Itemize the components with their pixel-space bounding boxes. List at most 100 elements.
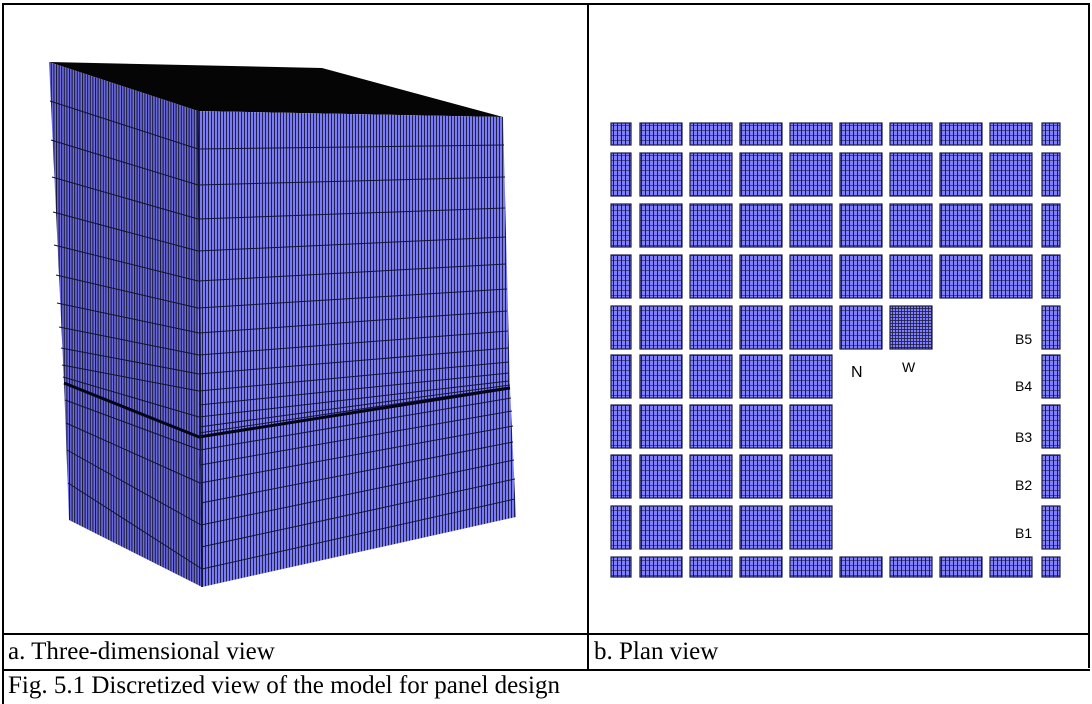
plan-panel — [610, 505, 632, 550]
plan-panel — [1041, 354, 1061, 399]
plan-panel — [889, 203, 933, 248]
plan-panel — [989, 203, 1033, 248]
plan-panel — [789, 152, 833, 197]
mesh-seam — [63, 381, 511, 439]
plan-panel — [1041, 556, 1061, 578]
plan-panel — [839, 203, 883, 248]
plan-panel — [789, 305, 833, 350]
plan-panel — [689, 254, 733, 299]
border-left — [2, 3, 4, 704]
plan-view-figure: N W B5 B4 B3 B2 B1 — [610, 122, 1061, 578]
plan-panel — [610, 404, 632, 449]
plan-panel — [689, 203, 733, 248]
plan-panel — [639, 254, 683, 299]
plan-panel — [789, 454, 833, 499]
plan-panel — [889, 254, 933, 299]
plan-panel — [789, 556, 833, 578]
front-horizontal-mesh — [197, 144, 516, 570]
plan-panel — [739, 354, 783, 399]
three-dimensional-view-image — [4, 5, 587, 633]
border-right — [1088, 3, 1090, 668]
label-n: N — [851, 364, 863, 381]
plan-panel — [789, 404, 833, 449]
plan-panel — [639, 305, 683, 350]
plan-panel — [889, 305, 933, 350]
plan-panel — [610, 305, 632, 350]
plan-panel — [639, 152, 683, 197]
plan-panel — [610, 152, 632, 197]
plan-panel — [989, 254, 1033, 299]
side-horizontal-mesh — [49, 100, 203, 570]
divider-images-captions — [2, 633, 1090, 635]
side-face-upper — [49, 62, 199, 437]
plan-panel — [789, 203, 833, 248]
plan-panel — [689, 122, 733, 146]
plan-panel — [639, 203, 683, 248]
figure-table: N W B5 B4 B3 B2 B1 a. Three-dimensional … — [2, 3, 1090, 704]
top-face — [49, 62, 503, 117]
plan-panel — [839, 305, 883, 350]
plan-panel — [739, 404, 783, 449]
plan-panel — [839, 556, 883, 578]
plan-panel — [839, 122, 883, 146]
plan-panel — [739, 152, 783, 197]
plan-panel — [689, 354, 733, 399]
plan-panel — [989, 556, 1033, 578]
plan-panel — [889, 122, 933, 146]
plan-panel — [639, 404, 683, 449]
mesh-3d-figure — [49, 62, 516, 588]
plan-panel — [610, 454, 632, 499]
plan-panel — [789, 254, 833, 299]
plan-panels — [610, 122, 1061, 578]
plan-panel — [789, 122, 833, 146]
plan-panel — [839, 152, 883, 197]
plan-panel — [1041, 203, 1061, 248]
divider-captions-figcaption — [2, 669, 1090, 671]
plan-panel — [639, 122, 683, 146]
plan-panel — [610, 254, 632, 299]
plan-panel — [739, 122, 783, 146]
plan-panel — [739, 305, 783, 350]
label-b5: B5 — [1015, 331, 1032, 347]
plan-panel — [610, 203, 632, 248]
plan-panel — [889, 556, 933, 578]
plan-panel — [739, 505, 783, 550]
plan-panel — [1041, 505, 1061, 550]
plan-panel — [689, 152, 733, 197]
front-face-upper — [198, 111, 510, 437]
plan-panel — [610, 354, 632, 399]
plan-panel — [610, 122, 632, 146]
divider-vertical — [587, 3, 589, 671]
plan-panel — [1041, 404, 1061, 449]
plan-panel — [689, 404, 733, 449]
plan-panel — [639, 556, 683, 578]
plan-panel — [689, 556, 733, 578]
plan-panel — [939, 122, 983, 146]
plan-panel — [639, 354, 683, 399]
figure-caption: Fig. 5.1 Discretized view of the model f… — [8, 672, 560, 699]
front-face-lower — [199, 388, 516, 587]
plan-panel — [739, 454, 783, 499]
plan-panel — [789, 354, 833, 399]
side-face-lower — [64, 383, 202, 587]
plan-panel — [689, 454, 733, 499]
plan-panel — [689, 505, 733, 550]
plan-panel — [1041, 122, 1061, 146]
plan-panel — [739, 203, 783, 248]
label-b3: B3 — [1015, 429, 1032, 445]
plan-panel — [739, 556, 783, 578]
plan-view-image: N W B5 B4 B3 B2 B1 — [589, 5, 1088, 633]
label-b4: B4 — [1015, 378, 1032, 394]
plan-panel — [739, 254, 783, 299]
label-b2: B2 — [1015, 477, 1032, 493]
plan-panel — [639, 505, 683, 550]
plan-panel — [889, 152, 933, 197]
label-w: W — [902, 359, 916, 375]
plan-panel — [939, 556, 983, 578]
plan-panel — [639, 454, 683, 499]
caption-plan-view: b. Plan view — [594, 638, 719, 665]
plan-panel — [939, 203, 983, 248]
border-top — [2, 3, 1090, 5]
plan-panel — [610, 556, 632, 578]
plan-panel — [789, 505, 833, 550]
